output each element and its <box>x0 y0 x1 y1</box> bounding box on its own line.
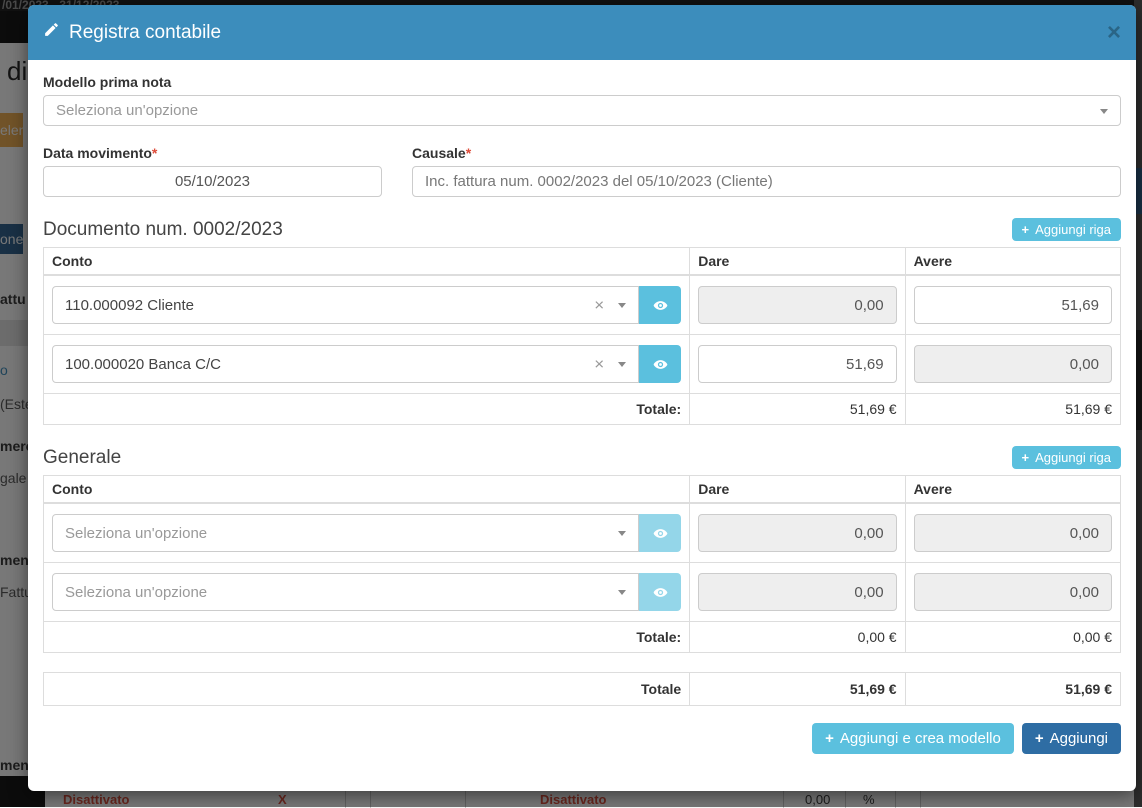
modal-header: Registra contabile × <box>28 5 1136 60</box>
plus-icon: + <box>1035 730 1044 747</box>
select-placeholder: Seleziona un'opzione <box>65 525 207 542</box>
plus-icon: + <box>825 730 834 747</box>
plus-icon: + <box>1022 450 1030 465</box>
pencil-icon <box>43 21 60 44</box>
modal-footer: + Aggiungi e crea modello + Aggiungi <box>43 723 1121 754</box>
grand-total-avere: 51,69 € <box>905 673 1120 706</box>
table-row: Seleziona un'opzione <box>44 563 1121 622</box>
chevron-down-icon <box>618 362 626 367</box>
chevron-down-icon <box>618 590 626 595</box>
conto-select[interactable]: 100.000020 Banca C/C × <box>52 345 639 383</box>
modello-prima-nota-label: Modello prima nota <box>43 74 1121 90</box>
column-header-conto: Conto <box>44 248 690 276</box>
dare-input <box>698 573 896 611</box>
close-icon[interactable]: × <box>1107 21 1121 45</box>
add-row-button[interactable]: + Aggiungi riga <box>1012 218 1121 241</box>
conto-select-value: 110.000092 Cliente <box>65 297 194 314</box>
conto-select[interactable]: Seleziona un'opzione <box>52 514 639 552</box>
grand-total-table: Totale 51,69 € 51,69 € <box>43 672 1121 706</box>
modal-title-text: Registra contabile <box>69 22 221 44</box>
causale-label: Causale* <box>412 145 1121 161</box>
data-movimento-input[interactable] <box>43 166 382 197</box>
registra-contabile-modal: Registra contabile × Modello prima nota … <box>28 5 1136 791</box>
totale-label: Totale: <box>44 622 690 653</box>
column-header-conto: Conto <box>44 476 690 504</box>
column-header-avere: Avere <box>905 476 1120 504</box>
data-movimento-label: Data movimento* <box>43 145 382 161</box>
eye-button <box>639 514 681 552</box>
add-row-button[interactable]: + Aggiungi riga <box>1012 446 1121 469</box>
documento-table: Conto Dare Avere 110.000092 Cliente × <box>43 247 1121 425</box>
plus-icon: + <box>1022 222 1030 237</box>
totale-avere: 0,00 € <box>905 622 1120 653</box>
modello-prima-nota-select[interactable]: Seleziona un'opzione <box>43 95 1121 126</box>
eye-button <box>639 573 681 611</box>
aggiungi-button[interactable]: + Aggiungi <box>1022 723 1121 754</box>
eye-button[interactable] <box>639 345 681 383</box>
chevron-down-icon <box>618 303 626 308</box>
avere-input <box>914 514 1112 552</box>
generale-table: Conto Dare Avere Seleziona un'opzione <box>43 475 1121 653</box>
conto-select[interactable]: 110.000092 Cliente × <box>52 286 639 324</box>
dare-input[interactable] <box>698 345 896 383</box>
clear-icon[interactable]: × <box>594 297 604 314</box>
total-row: Totale: 0,00 € 0,00 € <box>44 622 1121 653</box>
table-row: 110.000092 Cliente × <box>44 275 1121 335</box>
select-placeholder: Seleziona un'opzione <box>65 584 207 601</box>
totale-avere: 51,69 € <box>905 394 1120 425</box>
avere-input[interactable] <box>914 286 1112 324</box>
eye-button[interactable] <box>639 286 681 324</box>
required-asterisk: * <box>152 145 157 161</box>
total-row: Totale: 51,69 € 51,69 € <box>44 394 1121 425</box>
modal-body: Modello prima nota Seleziona un'opzione … <box>28 60 1136 791</box>
table-row: 100.000020 Banca C/C × <box>44 335 1121 394</box>
required-asterisk: * <box>466 145 471 161</box>
avere-input <box>914 345 1112 383</box>
totale-dare: 0,00 € <box>690 622 905 653</box>
documento-section-title: Documento num. 0002/2023 <box>43 219 283 241</box>
causale-input[interactable] <box>412 166 1121 197</box>
dare-input <box>698 514 896 552</box>
clear-icon[interactable]: × <box>594 356 604 373</box>
modal-title: Registra contabile <box>43 21 221 44</box>
chevron-down-icon <box>618 531 626 536</box>
grand-total-label: Totale <box>44 673 690 706</box>
column-header-dare: Dare <box>690 476 905 504</box>
column-header-dare: Dare <box>690 248 905 276</box>
totale-label: Totale: <box>44 394 690 425</box>
grand-total-dare: 51,69 € <box>690 673 905 706</box>
conto-select-value: 100.000020 Banca C/C <box>65 356 221 373</box>
dare-input <box>698 286 896 324</box>
column-header-avere: Avere <box>905 248 1120 276</box>
generale-section-title: Generale <box>43 447 121 469</box>
aggiungi-e-crea-modello-button[interactable]: + Aggiungi e crea modello <box>812 723 1014 754</box>
avere-input <box>914 573 1112 611</box>
chevron-down-icon <box>1100 109 1108 114</box>
select-placeholder: Seleziona un'opzione <box>56 102 198 119</box>
conto-select[interactable]: Seleziona un'opzione <box>52 573 639 611</box>
totale-dare: 51,69 € <box>690 394 905 425</box>
grand-total-row: Totale 51,69 € 51,69 € <box>44 673 1121 706</box>
table-row: Seleziona un'opzione <box>44 503 1121 563</box>
